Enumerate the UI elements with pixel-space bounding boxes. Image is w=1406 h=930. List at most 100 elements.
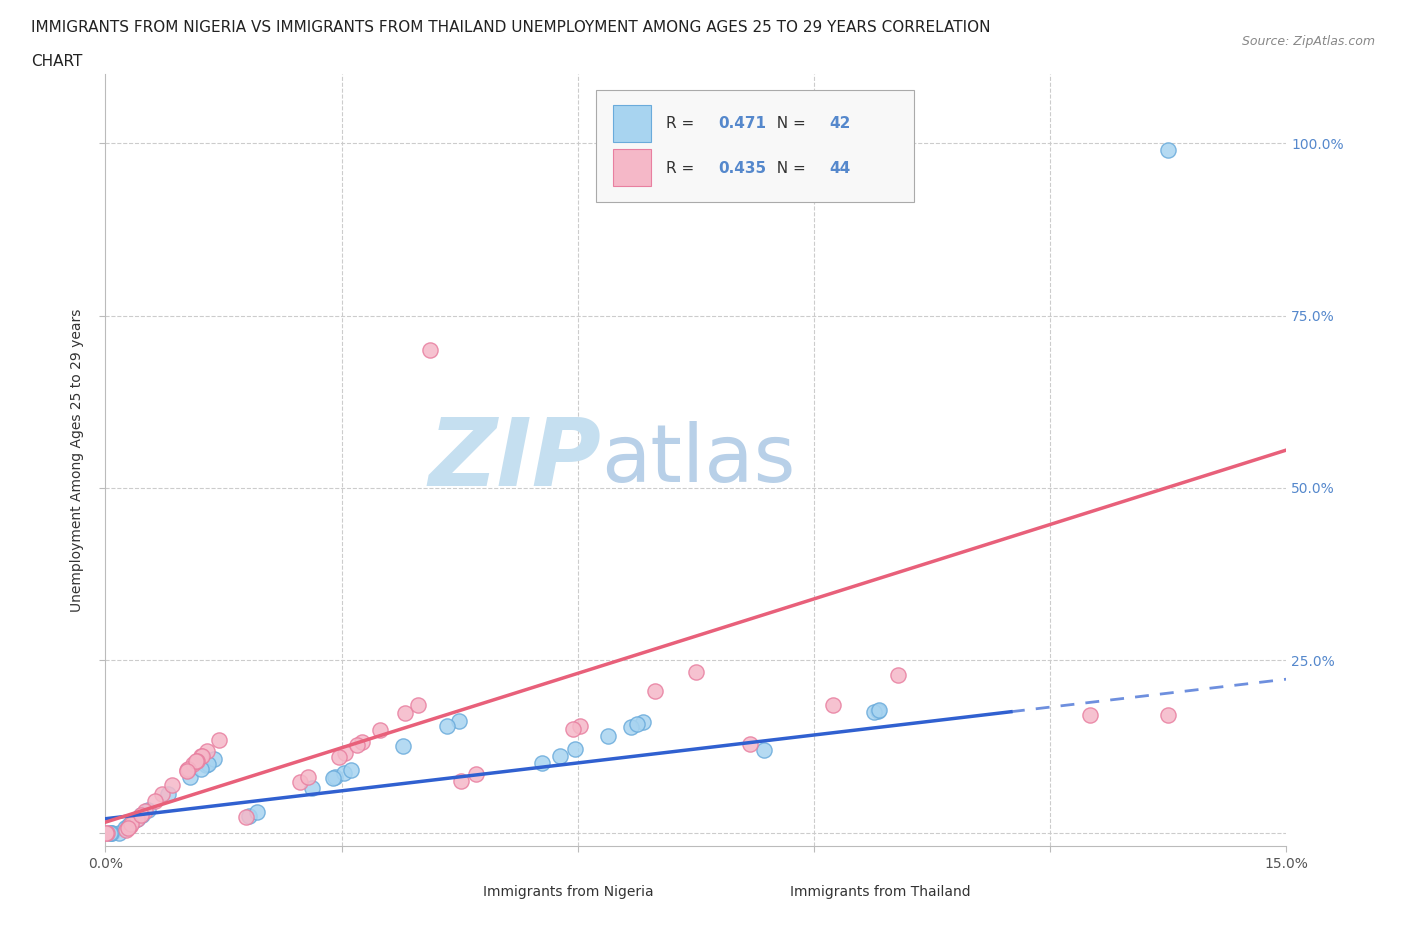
Point (887, 668, 910, 683)
Point (868, 703, 890, 718)
Point (322, 770, 344, 785)
Point (120, 817, 142, 831)
Point (197, 756, 219, 771)
Point (569, 719, 592, 734)
Point (186, 754, 208, 769)
Point (339, 763, 361, 777)
Point (350, 734, 373, 749)
Point (118, 817, 141, 832)
Point (176, 763, 198, 777)
Point (449, 713, 471, 728)
Point (685, 665, 707, 680)
FancyBboxPatch shape (749, 879, 779, 906)
Text: atlas: atlas (602, 421, 796, 499)
Point (246, 804, 269, 819)
Point (157, 787, 180, 802)
Point (450, 774, 472, 789)
Point (100, 825, 122, 840)
Point (1157, 708, 1180, 723)
Text: Immigrants from Thailand: Immigrants from Thailand (790, 884, 972, 898)
Point (868, 703, 890, 718)
Point (160, 777, 183, 792)
Point (333, 745, 356, 760)
Point (131, 807, 153, 822)
Point (98, 825, 121, 840)
Text: 0.471: 0.471 (718, 116, 766, 131)
Point (738, 737, 761, 751)
Point (101, 825, 124, 840)
Point (465, 766, 488, 781)
Point (194, 758, 217, 773)
Point (127, 811, 149, 826)
Point (134, 804, 156, 818)
Point (107, 825, 129, 840)
Point (202, 751, 225, 766)
Point (297, 769, 319, 784)
Point (114, 823, 136, 838)
Point (117, 820, 139, 835)
Text: N =: N = (766, 116, 810, 131)
Point (368, 723, 391, 737)
Point (143, 794, 166, 809)
Point (131, 807, 153, 822)
Point (190, 749, 212, 764)
Point (288, 775, 311, 790)
Point (150, 787, 173, 802)
Point (96, 825, 118, 840)
Point (125, 811, 148, 826)
Text: IMMIGRANTS FROM NIGERIA VS IMMIGRANTS FROM THAILAND UNEMPLOYMENT AMONG AGES 25 T: IMMIGRANTS FROM NIGERIA VS IMMIGRANTS FR… (31, 20, 990, 35)
Point (862, 705, 884, 720)
Point (190, 762, 212, 777)
Point (190, 749, 212, 764)
Point (129, 808, 152, 823)
Point (644, 684, 666, 698)
Point (186, 753, 208, 768)
Point (631, 714, 654, 729)
Y-axis label: Unemployment Among Ages 25 to 29 years: Unemployment Among Ages 25 to 29 years (70, 309, 84, 612)
Point (406, 698, 429, 712)
Point (124, 813, 146, 828)
Text: 44: 44 (830, 161, 851, 176)
Point (392, 738, 415, 753)
Point (96, 825, 118, 840)
Point (752, 743, 775, 758)
Point (114, 820, 136, 835)
Text: Source: ZipAtlas.com: Source: ZipAtlas.com (1241, 35, 1375, 48)
Point (121, 817, 143, 831)
Text: 0.435: 0.435 (718, 161, 766, 176)
Text: Immigrants from Nigeria: Immigrants from Nigeria (484, 884, 654, 898)
FancyBboxPatch shape (441, 879, 471, 906)
Text: ZIP: ZIP (429, 415, 602, 506)
Text: 42: 42 (830, 116, 851, 131)
FancyBboxPatch shape (613, 150, 651, 186)
Point (596, 729, 619, 744)
Point (179, 770, 201, 785)
Point (115, 819, 138, 834)
Point (823, 698, 845, 712)
Point (1078, 708, 1101, 723)
FancyBboxPatch shape (613, 105, 651, 142)
Point (325, 769, 347, 784)
Text: R =: R = (666, 116, 700, 131)
Point (436, 719, 458, 734)
Point (195, 743, 218, 758)
Point (127, 810, 149, 825)
FancyBboxPatch shape (596, 90, 914, 202)
Text: R =: R = (666, 161, 700, 176)
Point (531, 755, 554, 770)
Point (394, 706, 416, 721)
Point (620, 719, 643, 734)
Point (136, 803, 159, 817)
Point (333, 765, 356, 780)
Point (177, 762, 200, 777)
Text: CHART: CHART (31, 54, 83, 69)
Point (564, 742, 586, 757)
Point (1157, 143, 1180, 158)
Text: N =: N = (766, 161, 810, 176)
Point (346, 737, 368, 752)
Point (207, 732, 229, 747)
Point (120, 818, 142, 833)
Point (328, 750, 350, 764)
Point (561, 722, 583, 737)
Point (235, 809, 257, 824)
